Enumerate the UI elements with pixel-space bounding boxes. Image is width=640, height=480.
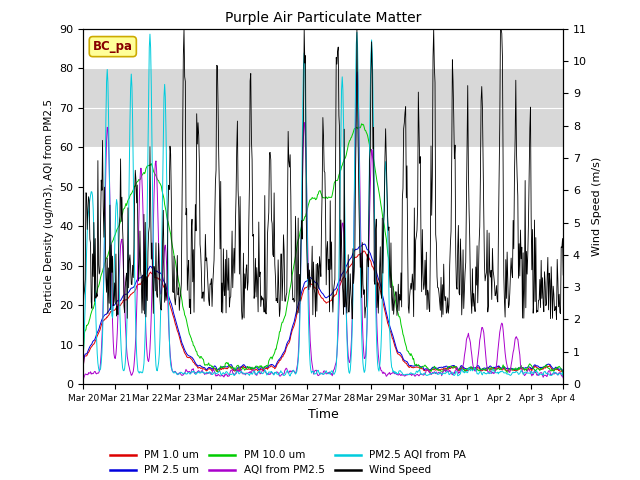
Y-axis label: Wind Speed (m/s): Wind Speed (m/s) [593, 157, 602, 256]
Text: BC_pa: BC_pa [93, 40, 133, 53]
Y-axis label: Particle Density (ug/m3), AQI from PM2.5: Particle Density (ug/m3), AQI from PM2.5 [44, 99, 54, 313]
X-axis label: Time: Time [308, 408, 339, 421]
Legend: PM 1.0 um, PM 2.5 um, PM 10.0 um, AQI from PM2.5, PM2.5 AQI from PA, Wind Speed: PM 1.0 um, PM 2.5 um, PM 10.0 um, AQI fr… [106, 446, 470, 480]
Title: Purple Air Particulate Matter: Purple Air Particulate Matter [225, 11, 421, 25]
Bar [83, 68, 563, 147]
